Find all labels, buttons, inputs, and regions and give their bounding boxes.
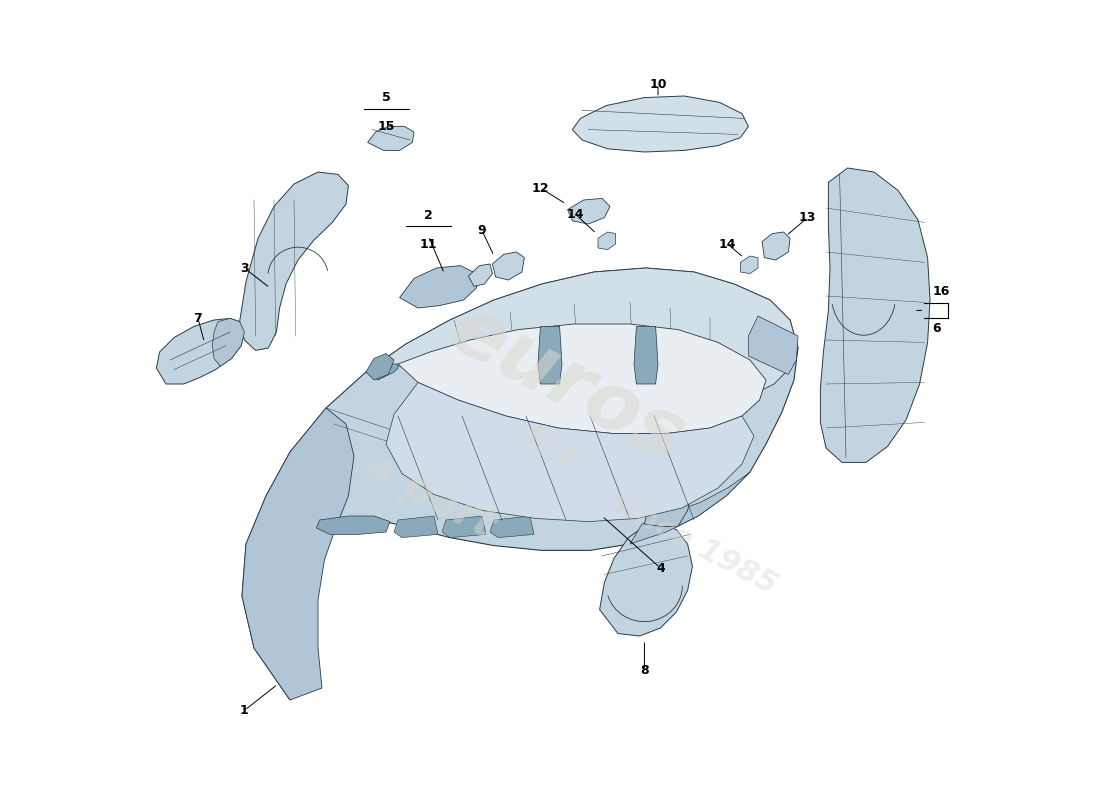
Polygon shape [568,198,611,224]
Polygon shape [598,232,616,250]
Polygon shape [600,524,692,636]
Text: 14: 14 [566,208,584,221]
Text: 1: 1 [240,704,249,717]
Text: euros: euros [436,290,696,478]
Text: 11: 11 [420,238,437,250]
Text: 4: 4 [656,562,664,574]
Polygon shape [748,316,797,374]
Polygon shape [240,172,349,350]
Polygon shape [762,232,790,260]
Polygon shape [366,268,798,408]
Text: 7: 7 [194,312,202,325]
Text: 3: 3 [240,262,249,274]
Polygon shape [212,318,244,366]
Polygon shape [493,252,525,280]
Polygon shape [442,516,486,538]
Text: 10: 10 [649,78,667,90]
Polygon shape [156,318,244,384]
Text: 9: 9 [477,224,486,237]
Polygon shape [366,354,394,380]
Text: 13: 13 [799,211,816,224]
Text: 15: 15 [378,120,396,133]
Text: 6: 6 [933,322,940,335]
Text: 8: 8 [640,664,649,677]
Polygon shape [242,268,798,700]
Text: since 1985: since 1985 [606,488,782,600]
Polygon shape [242,408,354,700]
Polygon shape [399,266,476,308]
Polygon shape [317,516,390,534]
Polygon shape [386,382,754,522]
Polygon shape [394,516,438,538]
Polygon shape [634,326,658,384]
Polygon shape [398,324,766,434]
Polygon shape [366,364,398,380]
Polygon shape [645,450,692,526]
Text: a part: a part [358,444,502,548]
Text: 12: 12 [531,182,549,194]
Text: 5: 5 [383,91,392,104]
Polygon shape [630,472,750,544]
Polygon shape [572,96,748,152]
Polygon shape [740,256,758,274]
Text: 16: 16 [933,286,949,298]
Text: 14: 14 [719,238,736,250]
Polygon shape [821,168,930,462]
Text: 2: 2 [424,209,432,222]
Polygon shape [490,516,534,538]
Text: for: for [516,419,584,477]
Polygon shape [469,264,493,286]
Polygon shape [367,126,414,150]
Polygon shape [538,326,562,384]
